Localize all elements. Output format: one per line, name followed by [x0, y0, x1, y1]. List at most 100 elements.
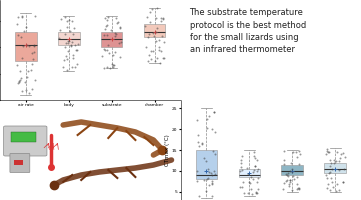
- Point: [64, 19, 70, 22]
- Point: [196, 144, 202, 148]
- Point: [101, 34, 106, 37]
- Point: [70, 54, 76, 57]
- Point: [16, 79, 22, 82]
- Point: [17, 78, 23, 82]
- Point: [245, 172, 251, 175]
- Point: [66, 39, 72, 42]
- Point: [336, 169, 342, 172]
- Point: [145, 60, 151, 63]
- Point: [74, 48, 79, 52]
- Point: [143, 24, 148, 28]
- Point: [330, 185, 336, 188]
- Point: [115, 21, 121, 24]
- Y-axis label: CTmax (°C): CTmax (°C): [165, 134, 170, 166]
- Point: [250, 170, 256, 173]
- Point: [159, 35, 165, 38]
- Point: [340, 180, 346, 184]
- Point: [334, 182, 340, 186]
- Point: [252, 164, 258, 167]
- Point: [238, 169, 243, 172]
- Point: [146, 33, 152, 36]
- Point: [206, 171, 212, 174]
- Point: [291, 178, 297, 181]
- Point: [61, 58, 67, 61]
- Point: [144, 16, 150, 19]
- Point: [295, 186, 301, 190]
- Point: [327, 170, 333, 173]
- Point: [117, 26, 122, 29]
- Point: [161, 41, 166, 44]
- Point: [155, 7, 160, 10]
- Point: [294, 156, 300, 159]
- Point: [147, 10, 153, 13]
- Point: [105, 43, 110, 46]
- Point: [15, 16, 21, 19]
- Point: [252, 154, 257, 157]
- Point: [213, 153, 218, 156]
- Point: [110, 65, 116, 68]
- Point: [153, 40, 158, 43]
- Point: [286, 182, 291, 185]
- Point: [58, 17, 64, 20]
- Point: [156, 39, 161, 42]
- Point: [24, 76, 30, 79]
- Point: [15, 82, 21, 85]
- Point: [284, 178, 290, 181]
- Point: [249, 192, 255, 196]
- Point: [212, 110, 217, 113]
- Point: [290, 174, 296, 177]
- Point: [145, 35, 151, 38]
- Point: [69, 44, 74, 48]
- Point: [23, 25, 29, 28]
- Point: [16, 80, 22, 84]
- Point: [255, 187, 261, 191]
- Point: [104, 48, 110, 51]
- Point: [114, 22, 120, 25]
- Point: [282, 162, 287, 165]
- Point: [239, 161, 244, 165]
- Point: [104, 19, 110, 22]
- Point: [161, 56, 167, 59]
- Point: [331, 162, 336, 165]
- Point: [342, 155, 348, 158]
- Point: [14, 22, 20, 26]
- Point: [287, 180, 293, 183]
- Point: [212, 170, 217, 173]
- Point: [325, 183, 331, 186]
- Point: [287, 179, 293, 182]
- Point: [333, 190, 339, 193]
- Point: [206, 114, 212, 117]
- Point: [106, 51, 112, 54]
- Point: [326, 171, 332, 174]
- Point: [19, 89, 25, 93]
- Point: [238, 165, 244, 168]
- PathPatch shape: [101, 32, 122, 47]
- Point: [211, 110, 217, 113]
- Point: [69, 65, 75, 69]
- Point: [65, 58, 70, 61]
- Point: [60, 66, 66, 69]
- Point: [251, 151, 257, 154]
- Bar: [11, 132, 36, 142]
- Point: [254, 181, 260, 184]
- Point: [110, 63, 116, 67]
- Point: [147, 20, 153, 23]
- Point: [328, 162, 334, 165]
- Point: [74, 62, 80, 65]
- Point: [199, 143, 204, 146]
- Point: [253, 164, 258, 168]
- Point: [113, 16, 119, 19]
- Point: [73, 43, 78, 46]
- Point: [203, 189, 209, 192]
- Point: [248, 188, 254, 191]
- Point: [194, 118, 200, 122]
- Point: [104, 23, 110, 27]
- Point: [19, 14, 25, 17]
- Point: [333, 159, 339, 163]
- Point: [24, 44, 30, 47]
- Point: [252, 168, 257, 171]
- Point: [22, 80, 27, 84]
- Point: [210, 150, 216, 153]
- Point: [31, 43, 37, 46]
- Point: [329, 180, 335, 183]
